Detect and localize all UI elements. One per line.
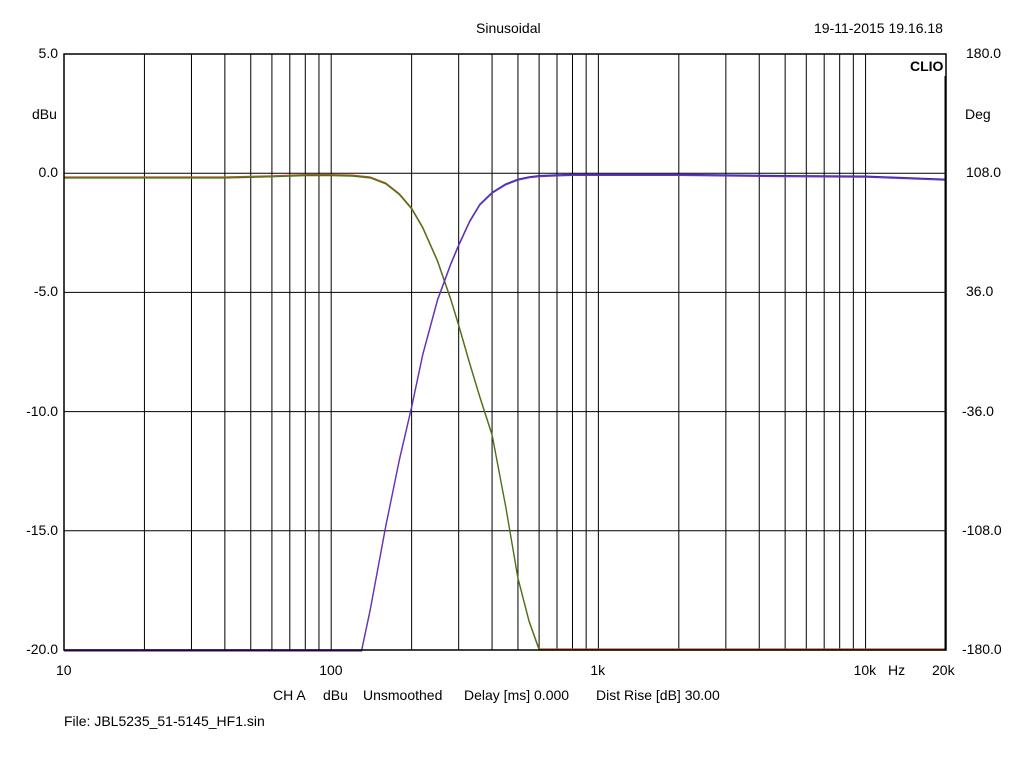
series-line-2-trace-b <box>64 174 947 652</box>
y-axis-label-right: Deg <box>965 106 991 122</box>
x-axis-unit-label: Hz <box>888 662 906 678</box>
x-tick-label: 1k <box>590 662 606 678</box>
brand-logo-text: CLIO <box>910 58 944 74</box>
footer-channel: CH A <box>273 687 306 703</box>
y-tick-label-right: 180.0 <box>966 45 1002 61</box>
x-tick-label: 100 <box>319 662 343 678</box>
chart-title: Sinusoidal <box>476 20 541 36</box>
series-line-1-trace-b <box>64 175 946 651</box>
x-tick-label: 10k <box>853 662 877 678</box>
y-tick-label-left: -10.0 <box>26 402 58 419</box>
footer-dist-rise: Dist Rise [dB] 30.00 <box>596 687 720 703</box>
y-tick-label-left: 5.0 <box>38 45 58 61</box>
y-tick-label-right: 36.0 <box>966 283 994 300</box>
footer-smoothing: Unsmoothed <box>363 687 443 703</box>
x-tick-label: 20k <box>932 662 955 678</box>
y-tick-label-right: -180.0 <box>962 641 1002 657</box>
y-tick-label-right: -36.0 <box>962 402 994 419</box>
y-tick-label-left: -5.0 <box>33 283 58 300</box>
footer-file: File: JBL5235_51-5145_HF1.sin <box>64 713 265 729</box>
y-tick-label-left: 0.0 <box>38 164 58 181</box>
y-axis-label-left: dBu <box>32 106 57 122</box>
y-tick-label-right: -108.0 <box>962 521 1002 538</box>
plot-frame <box>63 53 947 651</box>
series-line-2-trace-a <box>64 173 947 651</box>
x-tick-label: 10 <box>56 662 72 678</box>
y-tick-label-right: 108.0 <box>966 164 1002 181</box>
y-tick-label-left: -20.0 <box>26 641 58 657</box>
chart-series <box>64 173 947 652</box>
footer-delay: Delay [ms] 0.000 <box>464 687 570 703</box>
timestamp: 19-11-2015 19.16.18 <box>814 20 943 36</box>
y-tick-label-left: -15.0 <box>26 521 58 538</box>
chart-grid <box>64 54 946 650</box>
footer-unit: dBu <box>323 687 348 703</box>
